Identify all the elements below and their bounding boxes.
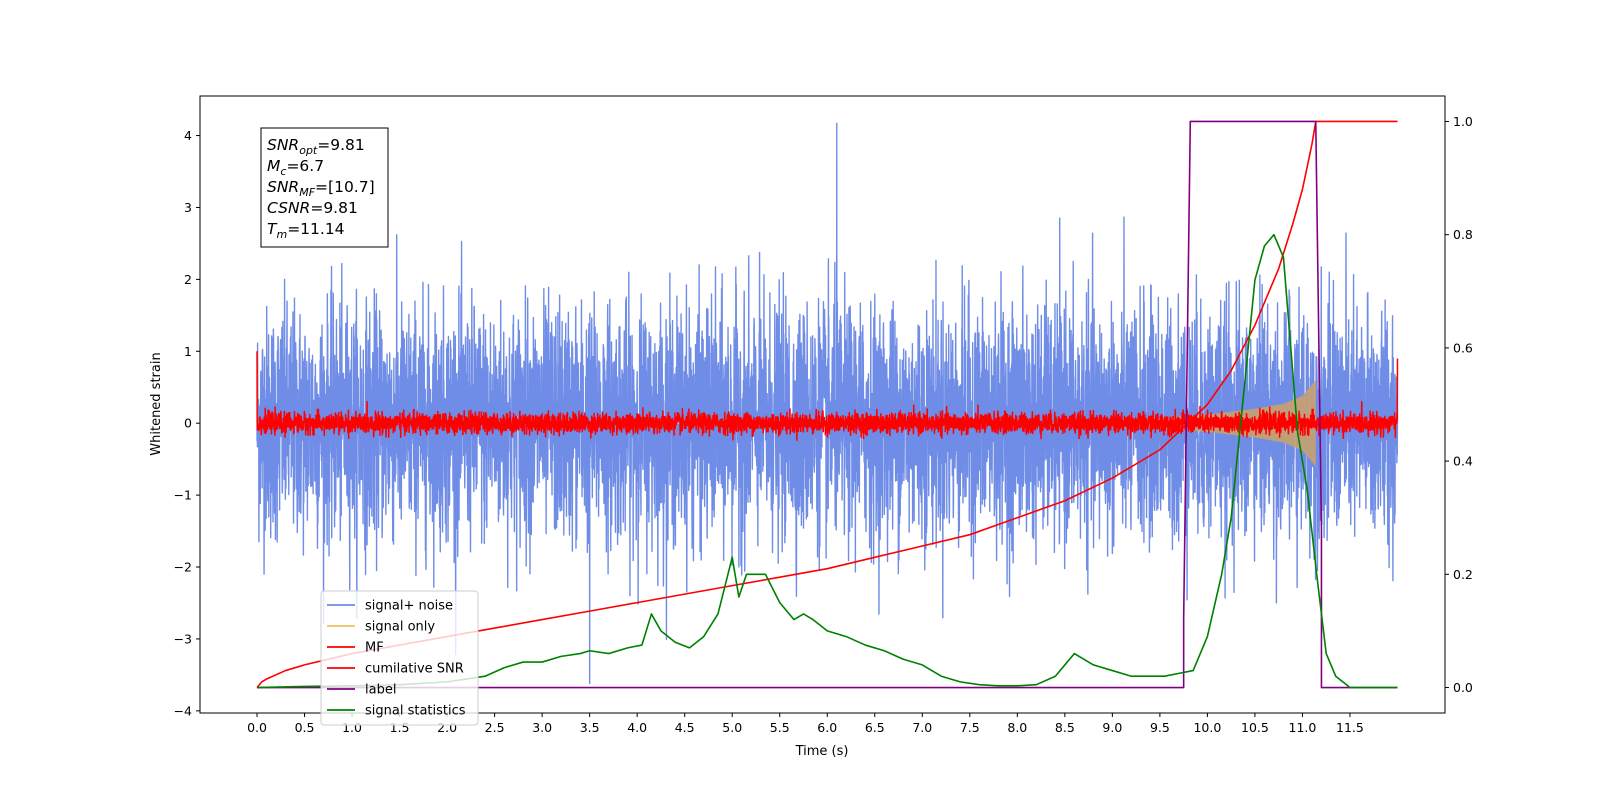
annotation-box: SNRopt=9.81Mc=6.7SNRMF=[10.7]CSNR=9.81Tm… bbox=[260, 127, 389, 248]
x-tick-label: 7.5 bbox=[960, 720, 980, 735]
y-tick-label-left: 3 bbox=[184, 200, 192, 215]
x-tick-label: 5.5 bbox=[770, 720, 790, 735]
legend-label: signal only bbox=[365, 620, 435, 635]
y-tick-label-left: −1 bbox=[174, 488, 192, 503]
series-line-label bbox=[257, 120, 1398, 689]
annotation-line: Tm=11.14 bbox=[267, 220, 345, 241]
series-line-mf bbox=[256, 351, 1399, 441]
series-signal-statistics bbox=[257, 233, 1398, 689]
y-tick-label-left: −3 bbox=[174, 631, 192, 646]
x-tick-label: 4.5 bbox=[675, 720, 695, 735]
legend-label: label bbox=[365, 683, 396, 698]
annotation-line: SNRMF=[10.7] bbox=[267, 178, 375, 199]
y-tick-label-left: 0 bbox=[184, 416, 192, 431]
legend-label: signal statistics bbox=[365, 704, 466, 719]
y-tick-label-right: 0.6 bbox=[1453, 340, 1473, 355]
x-tick-label: 3.0 bbox=[532, 720, 552, 735]
y-tick-label-left: 4 bbox=[184, 128, 192, 143]
x-tick-label: 6.5 bbox=[865, 720, 885, 735]
x-tick-label: 10.0 bbox=[1193, 720, 1221, 735]
annotation-subscript: c bbox=[280, 165, 286, 178]
legend-label: signal+ noise bbox=[365, 599, 453, 614]
x-tick-label: 10.5 bbox=[1241, 720, 1269, 735]
annotation-line: Mc=6.7 bbox=[267, 157, 324, 178]
series-mf bbox=[256, 351, 1399, 441]
legend-label: cumilative SNR bbox=[365, 662, 464, 677]
y-tick-label-left: 2 bbox=[184, 272, 192, 287]
x-tick-label: 2.5 bbox=[485, 720, 505, 735]
x-tick-label: 6.0 bbox=[817, 720, 837, 735]
annotation-subscript: MF bbox=[299, 186, 315, 199]
annotation-symbol: T bbox=[267, 220, 278, 238]
annotation-value: =9.81 bbox=[310, 199, 358, 217]
annotation-subscript: opt bbox=[299, 144, 318, 157]
legend-item-signal-only: signal only bbox=[327, 620, 435, 635]
annotation-value: =[10.7] bbox=[315, 178, 375, 196]
annotation-frame bbox=[260, 127, 389, 248]
x-tick-label: 11.5 bbox=[1336, 720, 1364, 735]
annotation-line: SNRopt=9.81 bbox=[267, 136, 365, 157]
y-tick-label-left: 1 bbox=[184, 344, 192, 359]
legend-item-mf: MF bbox=[327, 641, 384, 656]
annotation-symbol: M bbox=[267, 157, 280, 175]
x-tick-label: 7.0 bbox=[912, 720, 932, 735]
legend-item-signal-statistics: signal statistics bbox=[327, 704, 466, 719]
annotation-value: =11.14 bbox=[287, 220, 344, 238]
annotation-symbol: SNR bbox=[267, 136, 299, 154]
x-tick-label: 8.0 bbox=[1007, 720, 1027, 735]
legend-item-signal-noise: signal+ noise bbox=[327, 599, 453, 614]
x-tick-label: 0.5 bbox=[295, 720, 315, 735]
x-axis-label: Time (s) bbox=[795, 744, 849, 759]
x-tick-label: 8.5 bbox=[1055, 720, 1075, 735]
annotation-symbol: CSNR bbox=[267, 199, 310, 217]
annotation-symbol: SNR bbox=[267, 178, 299, 196]
legend-frame bbox=[320, 590, 479, 726]
y-axis-label: Whitened strain bbox=[149, 352, 164, 455]
y-tick-label-left: −2 bbox=[174, 560, 192, 575]
y-tick-label-right: 0.4 bbox=[1453, 454, 1473, 469]
x-tick-label: 5.0 bbox=[722, 720, 742, 735]
x-tick-label: 3.5 bbox=[580, 720, 600, 735]
x-tick-label: 11.0 bbox=[1289, 720, 1317, 735]
series-line-signal-noise bbox=[256, 122, 1399, 685]
annotation-value: =9.81 bbox=[317, 136, 365, 154]
legend-item-cumilative-snr: cumilative SNR bbox=[327, 662, 464, 677]
x-tick-label: 9.5 bbox=[1150, 720, 1170, 735]
annotation-subscript: m bbox=[276, 228, 287, 241]
y-tick-label-right: 0.2 bbox=[1453, 567, 1473, 582]
legend-item-label: label bbox=[327, 683, 396, 698]
series-signal-noise bbox=[256, 122, 1399, 685]
legend-label: MF bbox=[365, 641, 384, 656]
y-tick-label-right: 0.8 bbox=[1453, 227, 1473, 242]
legend: signal+ noise signal only MF cumilative SNR… bbox=[320, 590, 479, 726]
plot-frame bbox=[199, 95, 1446, 714]
x-tick-label: 4.0 bbox=[627, 720, 647, 735]
annotation-line: CSNR=9.81 bbox=[267, 199, 358, 217]
annotation-value: =6.7 bbox=[286, 157, 324, 175]
y-tick-label-right: 0.0 bbox=[1453, 680, 1473, 695]
x-tick-label: 0.0 bbox=[247, 720, 267, 735]
y-tick-label-right: 1.0 bbox=[1453, 114, 1473, 129]
x-tick-label: 9.0 bbox=[1102, 720, 1122, 735]
y-tick-label-left: −4 bbox=[174, 703, 192, 718]
